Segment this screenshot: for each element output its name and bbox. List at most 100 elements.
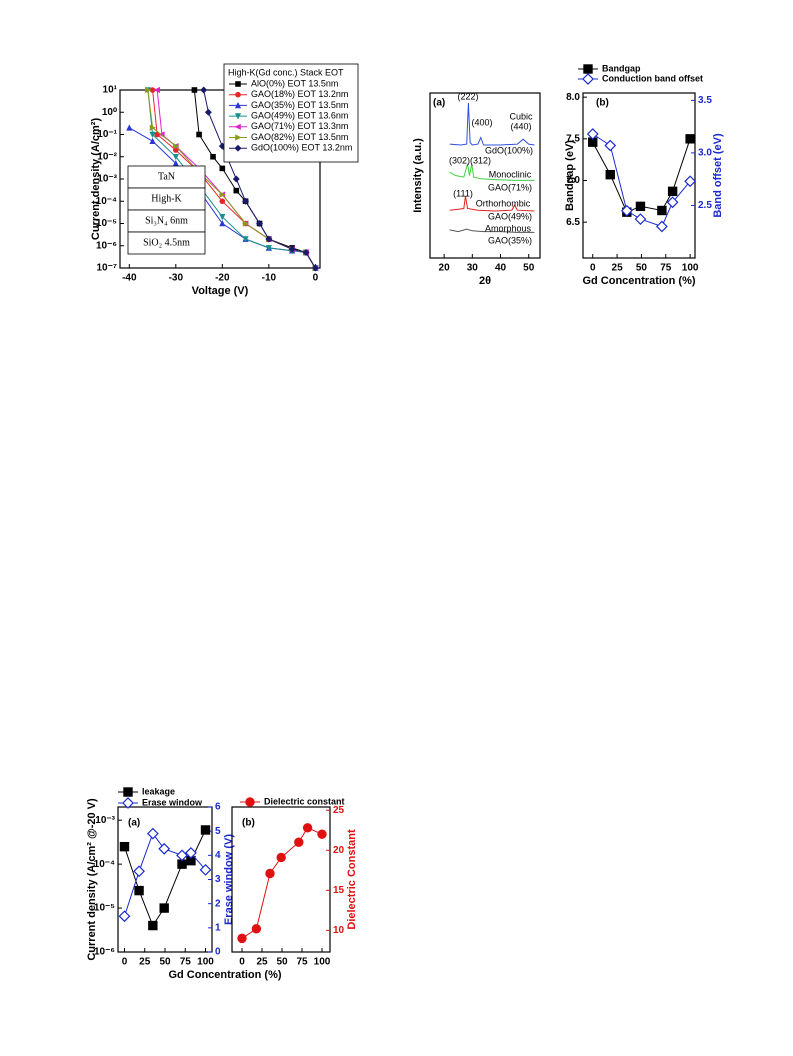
marker [219,191,226,198]
marker [265,235,273,243]
marker [655,220,668,233]
panel-label: (a) [128,818,140,829]
marker [200,86,208,94]
x-tick-label: 30 [467,263,479,274]
marker [185,847,197,859]
x-tick-label: 25 [139,957,151,968]
curve-label: GdO(100%) [485,145,533,155]
y2-tick-label: 3 [215,874,221,885]
plot-frame [231,806,331,953]
legend-label: GAO(35%) EOT 13.5nm [251,100,348,110]
y-axis-label: Current density (A/cm²) [90,118,102,241]
marker [317,829,327,839]
y-tick-label: 10⁻⁴ [96,196,117,207]
curve-label: GAO(71%) [488,182,532,192]
marker [153,86,161,94]
y2-tick-label: 5 [215,826,221,837]
x-tick-label: 50 [523,263,535,274]
x-tick-label: 0 [239,957,245,968]
marker [667,186,678,197]
y-tick-label: 10⁻⁷ [96,263,117,274]
legend-label: leakage [142,786,175,796]
marker [158,842,171,855]
marker [657,205,667,216]
marker [219,198,226,205]
y2-tick-label: 3.0 [698,148,712,159]
y2-tick-label: 0 [215,947,221,958]
marker [145,86,152,94]
marker [173,143,180,150]
panel-label: (b) [242,818,255,829]
marker [122,797,134,809]
marker [159,903,169,913]
y-tick-label: 10⁻⁶ [96,240,117,251]
curve-label: GAO(49%) [488,211,532,221]
y-tick-label: 6.5 [566,217,580,228]
plot-frame [429,92,541,259]
marker [235,91,241,98]
marker [582,73,594,85]
marker [119,841,130,852]
marker [684,175,697,188]
marker [234,101,242,109]
marker [149,137,156,144]
y-tick-label: 10⁻¹ [97,129,117,140]
legend-label: GAO(82%) EOT 13.5nm [251,132,348,142]
x-axis-label: Gd Concentration (%) [582,275,695,287]
y2-tick-label: 2.5 [698,200,712,211]
marker [242,236,249,243]
y2-axis-label: Band offset (eV) [712,133,724,218]
marker [149,124,156,131]
legend-label: AlO(0%) EOT 13.5nm [251,78,338,88]
marker [234,144,242,152]
panel-label: (a) [433,98,445,109]
legend-box [223,63,359,163]
marker [200,825,211,835]
y2-tick-label: 3.5 [698,95,712,106]
x-tick-label: 50 [276,957,288,968]
marker [586,128,599,140]
x-tick-label: 75 [660,263,672,274]
stack-layer-label: High-K [151,193,182,204]
x-axis-label: Gd Concentration (%) [168,969,281,981]
y2-tick-label: 15 [333,885,345,896]
annotation: (111) [453,188,473,198]
legend-label: GAO(71%) EOT 13.3nm [251,121,348,131]
marker [242,197,250,205]
y-tick-label: 8.0 [566,92,580,103]
marker [276,852,286,863]
y-tick-label: 10⁻⁵ [94,903,115,914]
y2-axis-label: Erase window (V) [223,834,235,925]
marker [133,865,145,878]
series-line [147,89,316,269]
y2-tick-label: 6 [215,802,221,813]
y2-tick-label: 20 [333,845,345,856]
marker [234,113,242,120]
y-tick-label: 10⁻² [97,151,117,162]
y-axis-label: Intensity (a.u.) [412,138,424,213]
x-tick-label: 100 [314,957,331,968]
marker [235,81,241,87]
marker [210,153,216,160]
y2-tick-label: 1 [215,922,221,933]
x-tick-label: 0 [590,263,596,274]
y-tick-label: 10⁻⁴ [94,859,115,870]
marker [288,245,296,253]
y2-tick-label: 2 [215,898,221,909]
marker [237,933,247,944]
y-tick-label: 10⁻³ [97,174,117,185]
x-tick-label: 100 [197,957,214,968]
marker [605,169,615,180]
y-tick-label: 7.0 [566,175,580,186]
y2-tick-label: 10 [333,925,345,936]
marker [172,153,179,161]
legend-label: Dielectric constant [264,796,345,806]
marker [126,124,133,131]
x-tick-label: 50 [636,263,648,274]
marker [176,849,188,862]
marker [233,187,240,194]
plot-frame [117,806,213,953]
y-tick-label: 10⁻⁵ [96,218,117,229]
marker [311,264,319,272]
